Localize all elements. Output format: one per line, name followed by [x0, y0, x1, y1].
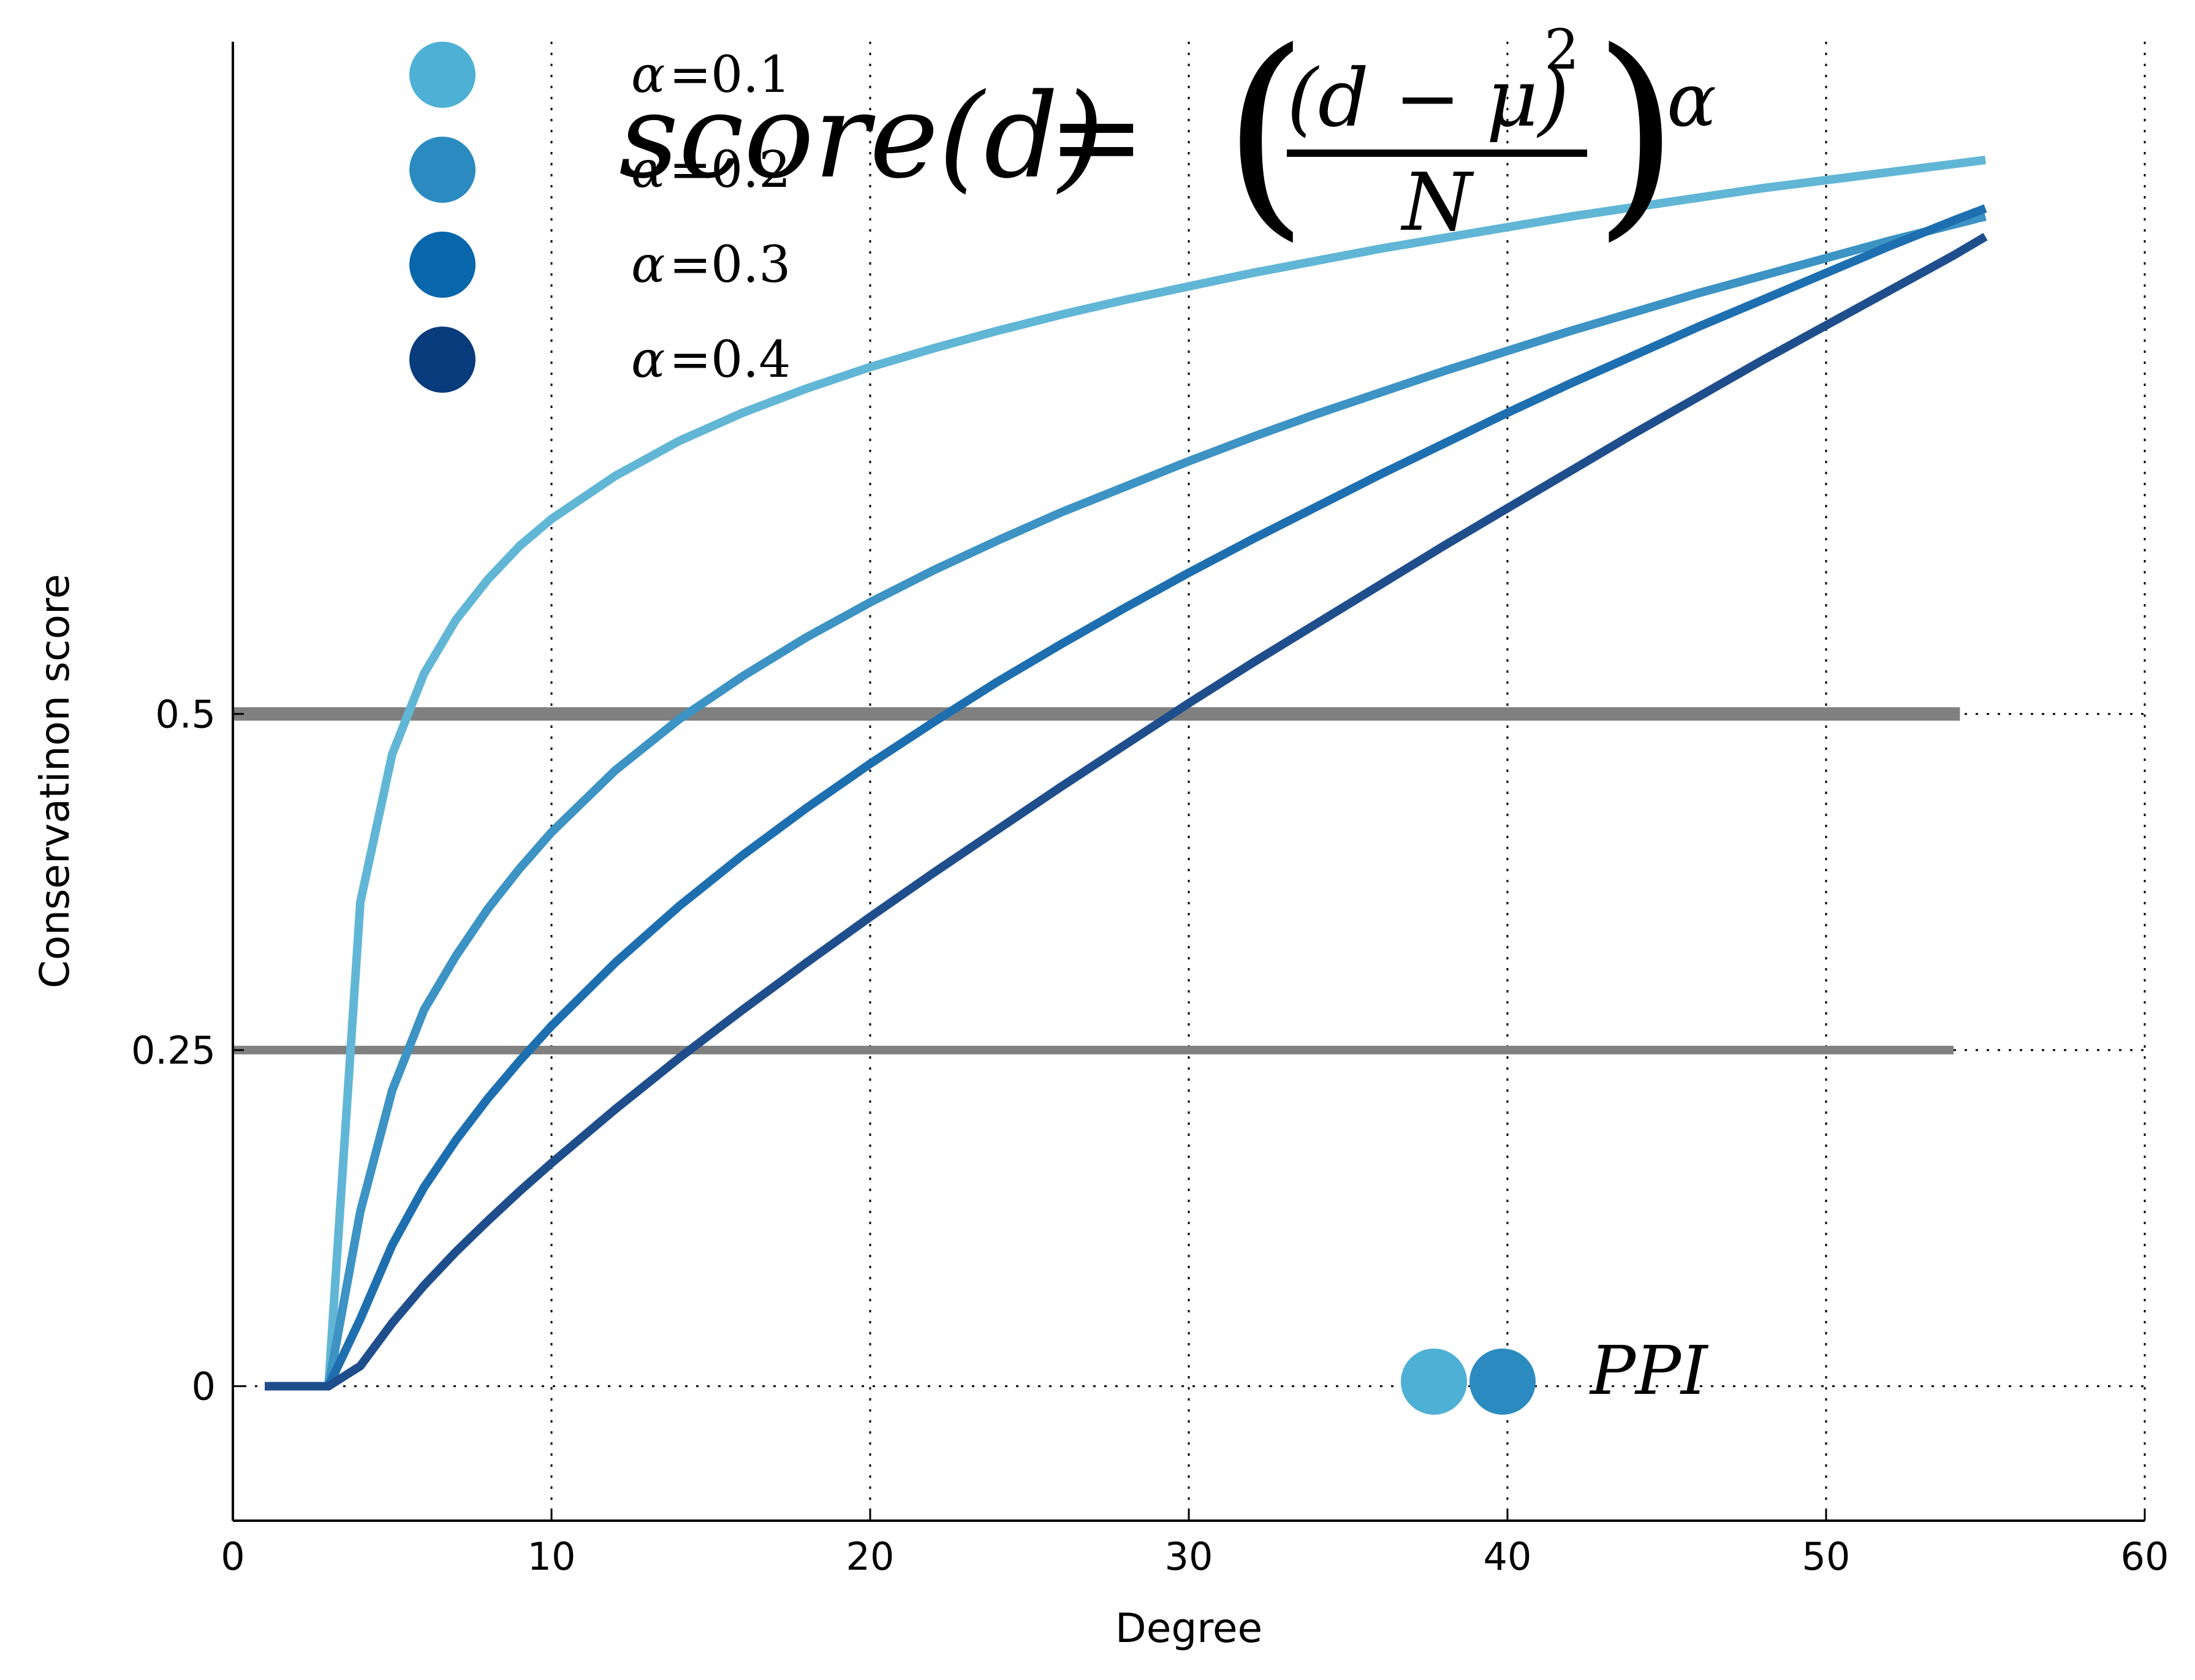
x-tick-label-0: 0	[221, 1534, 245, 1579]
legend-marker-1	[409, 42, 476, 108]
legend-marker-3	[409, 232, 476, 298]
legend-marker-4	[409, 327, 476, 393]
formula-exponent: α	[1667, 58, 1716, 143]
formula-open-paren: (	[1223, 4, 1308, 260]
threshold-lines	[233, 707, 1960, 1054]
formula-equals: =	[1048, 69, 1145, 204]
legend-equals-4: =	[669, 331, 711, 389]
x-tick-label-5: 50	[1802, 1534, 1851, 1579]
legend-value-2: 0.2	[711, 141, 790, 199]
legend-value-1: 0.1	[711, 46, 790, 104]
x-tick-label-4: 40	[1484, 1534, 1532, 1579]
ppi-annotation: PPI	[1401, 1331, 1709, 1415]
axis-ticks: 0 10 20 30 40 50 60 0 0.25 0.5	[131, 692, 2169, 1579]
series-line-1	[265, 156, 1986, 1391]
legend-value-3: 0.3	[711, 236, 790, 294]
x-tick-label-1: 10	[528, 1534, 576, 1579]
series-lines	[265, 156, 1988, 1391]
formula-close-paren: )	[1593, 4, 1679, 260]
formula-numerator-exponent: 2	[1544, 18, 1579, 82]
legend-alpha-3: α	[631, 236, 665, 294]
y-tick-label-2: 0.5	[155, 692, 216, 736]
formula-fraction-bar	[1287, 149, 1587, 157]
y-tick-label-0: 0	[192, 1364, 216, 1409]
legend-alpha-2: α	[631, 141, 665, 199]
formula-numerator: (d − μ)	[1287, 51, 1569, 145]
series-line-3	[265, 204, 1987, 1391]
x-axis-label: Degree	[1115, 1605, 1262, 1652]
legend-alpha-1: α	[631, 46, 665, 104]
legend-marker-2	[409, 137, 476, 203]
series-line-4	[265, 233, 1988, 1391]
y-axis-label: Conservatinon score	[31, 574, 78, 989]
ppi-marker-2	[1469, 1349, 1536, 1415]
ppi-label: PPI	[1589, 1331, 1709, 1410]
series-line-2	[265, 212, 1987, 1391]
ppi-marker-1	[1401, 1349, 1467, 1415]
formula-lhs: score(d)	[619, 69, 1104, 204]
y-tick-label-1: 0.25	[131, 1028, 216, 1073]
legend-value-4: 0.4	[711, 331, 790, 389]
grid-lines	[233, 42, 2146, 1521]
legend: α = 0.1α = 0.2α = 0.3α = 0.4	[409, 42, 790, 393]
x-tick-label-2: 20	[846, 1534, 895, 1579]
legend-equals-1: =	[669, 46, 711, 104]
x-tick-label-3: 30	[1165, 1534, 1213, 1579]
legend-equals-2: =	[669, 141, 711, 199]
x-tick-label-6: 60	[2121, 1534, 2169, 1579]
legend-alpha-4: α	[631, 331, 665, 389]
formula-denominator: N	[1400, 156, 1474, 249]
legend-equals-3: =	[669, 236, 711, 294]
formula: score(d) = ( (d − μ) 2 N ) α	[619, 4, 1716, 260]
